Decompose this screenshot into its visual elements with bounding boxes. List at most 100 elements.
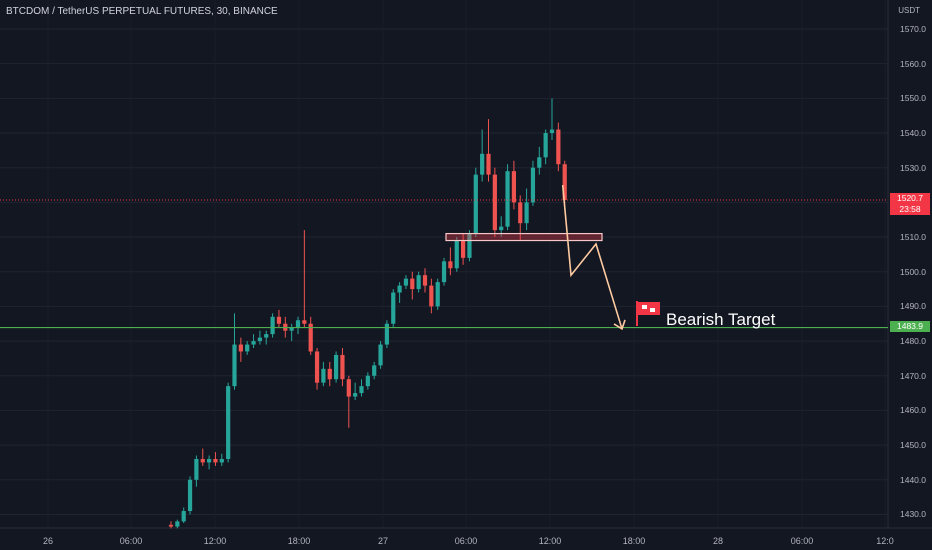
candle[interactable] [238, 337, 243, 362]
candle-body [530, 167, 536, 203]
candle[interactable] [302, 230, 307, 328]
candle[interactable] [334, 351, 339, 383]
candle[interactable] [372, 361, 377, 380]
bar-countdown: 23:58 [899, 204, 921, 214]
candle[interactable] [473, 167, 478, 238]
candle[interactable] [454, 237, 459, 272]
candle[interactable] [340, 348, 345, 387]
candle[interactable] [200, 448, 205, 466]
candle-body [461, 240, 466, 258]
candle-body [403, 278, 409, 286]
candle-body [346, 379, 351, 397]
candle[interactable] [448, 247, 453, 276]
candle[interactable] [308, 316, 313, 355]
bearish-target-label[interactable]: Bearish Target [666, 310, 776, 329]
candle-body [238, 344, 243, 352]
candle[interactable] [295, 316, 301, 335]
candle[interactable] [365, 372, 370, 390]
candle[interactable] [219, 453, 224, 466]
candle-body [200, 458, 205, 463]
candle-body [537, 157, 542, 168]
candle[interactable] [410, 271, 415, 300]
price-axis-label: 1430.0 [900, 509, 926, 520]
candle-body [232, 344, 237, 387]
candle[interactable] [181, 507, 186, 524]
price-axis-label: 1540.0 [900, 128, 926, 139]
candle-body [226, 386, 231, 459]
candle[interactable] [346, 375, 351, 428]
candle[interactable] [384, 320, 389, 349]
candle[interactable] [492, 167, 497, 238]
candle[interactable] [207, 455, 212, 470]
candle[interactable] [556, 122, 561, 172]
candle-body [251, 341, 256, 345]
candle[interactable] [403, 275, 409, 290]
price-axis-label: 1450.0 [900, 440, 926, 451]
candle[interactable] [422, 268, 428, 293]
candle[interactable] [441, 257, 447, 286]
candle[interactable] [461, 233, 466, 265]
candle[interactable] [314, 348, 320, 390]
candle[interactable] [232, 313, 237, 390]
candle[interactable] [194, 455, 199, 487]
candle-body [397, 285, 402, 293]
candle-body [187, 479, 193, 511]
candle[interactable] [257, 330, 262, 345]
candle[interactable] [264, 330, 269, 345]
candle[interactable] [511, 160, 516, 210]
price-axis-label: 1510.0 [900, 232, 926, 243]
candle-body [245, 344, 250, 352]
candle[interactable] [187, 476, 193, 515]
candle-body [422, 275, 428, 286]
candle[interactable] [486, 119, 491, 182]
price-axis-label: 1500.0 [900, 266, 926, 277]
candle[interactable] [175, 519, 180, 529]
candle[interactable] [168, 521, 174, 529]
symbol-title[interactable]: BTCDOM / TetherUS PERPETUAL FUTURES, 30,… [6, 6, 278, 17]
resistance-zone-box[interactable] [445, 232, 603, 242]
currency-unit[interactable]: USDT [898, 6, 920, 15]
candle[interactable] [416, 271, 421, 293]
candle[interactable] [353, 382, 358, 401]
candle[interactable] [543, 129, 548, 165]
candle-body [168, 524, 174, 527]
candle-body [334, 354, 339, 380]
candle-body [295, 320, 301, 328]
candle[interactable] [270, 313, 275, 338]
candles[interactable] [168, 98, 567, 529]
time-axis-label: 28 [712, 536, 724, 546]
candle[interactable] [213, 452, 218, 466]
candle[interactable] [359, 379, 364, 397]
candle-body [473, 174, 478, 234]
candle[interactable] [429, 278, 434, 314]
candle-body [505, 171, 510, 227]
candle[interactable] [435, 278, 440, 310]
candle[interactable] [397, 282, 402, 303]
candle[interactable] [391, 289, 396, 328]
candle[interactable] [549, 98, 555, 140]
price-axis-label: 1480.0 [900, 336, 926, 347]
candle-body [524, 202, 529, 224]
price-axis-label: 1490.0 [900, 301, 926, 312]
candle[interactable] [378, 341, 383, 369]
candle-body [213, 458, 218, 463]
candle[interactable] [530, 160, 536, 206]
candle[interactable] [276, 309, 282, 328]
projection-arrow-path[interactable] [561, 184, 623, 330]
candle-body [327, 368, 332, 380]
candle[interactable] [245, 341, 250, 355]
candle[interactable] [226, 382, 231, 463]
candle[interactable] [289, 323, 294, 342]
candle[interactable] [327, 361, 332, 387]
candle[interactable] [480, 129, 485, 182]
candle[interactable] [524, 188, 529, 231]
candle-body [441, 261, 447, 283]
candle-body [410, 278, 415, 290]
candle[interactable] [321, 361, 326, 387]
candle[interactable] [537, 146, 542, 175]
candle[interactable] [505, 164, 510, 231]
candle[interactable] [467, 230, 472, 262]
candle[interactable] [251, 334, 256, 349]
